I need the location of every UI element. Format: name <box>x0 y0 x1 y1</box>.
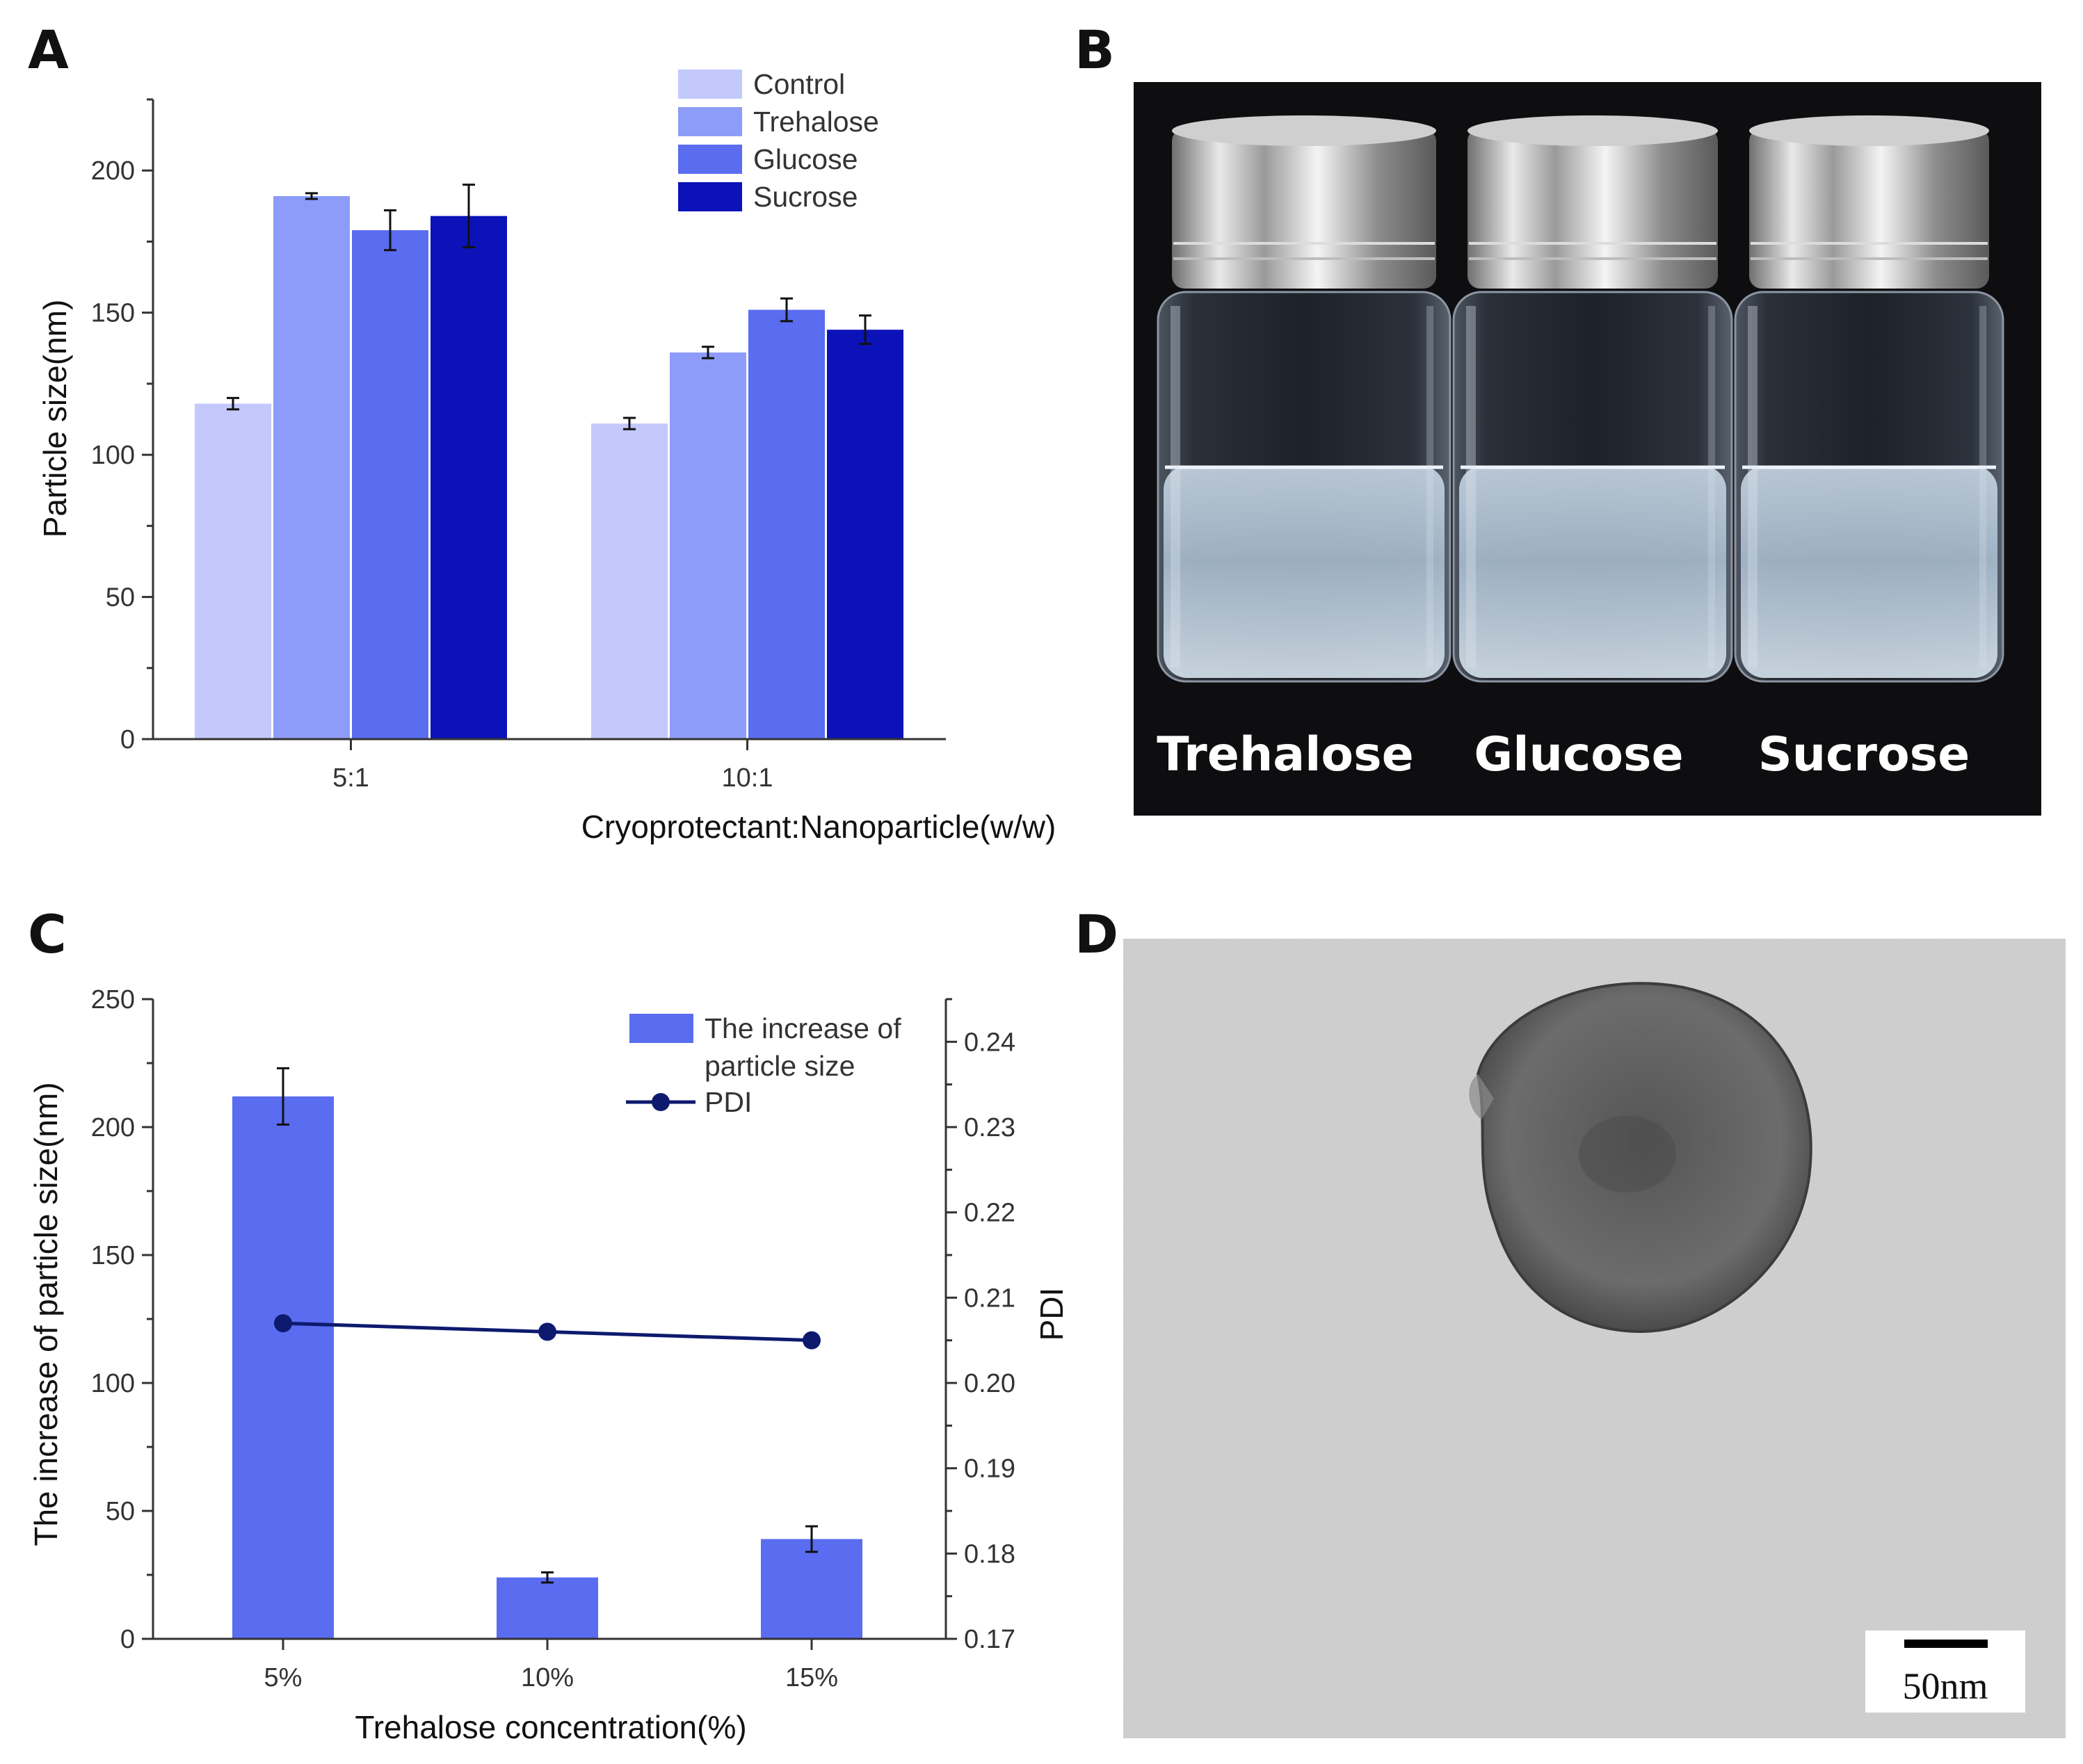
y-tick-label-100: 100 <box>91 441 135 470</box>
vials-photo: Trehalose Glucose Sucrose <box>1134 82 2041 816</box>
y-tick-label-150: 150 <box>91 299 135 328</box>
nanoparticle <box>1476 982 1812 1334</box>
y-tick-label-50: 50 <box>106 583 135 613</box>
vial-label-trehalose: Trehalose <box>1157 727 1413 782</box>
y2-tick-label-0.19: 0.19 <box>964 1455 1015 1484</box>
panel-letter-b: B <box>1075 19 1115 81</box>
bar-control-0 <box>195 403 271 739</box>
tem-image: 50nm <box>1123 939 2066 1738</box>
y2-tick-label-0.23: 0.23 <box>964 1113 1015 1142</box>
legend-swatch-control <box>678 70 742 99</box>
panel-d: D 50nm <box>1075 903 2066 1738</box>
bar-glucose-1 <box>748 309 825 740</box>
vial-liquid-0 <box>1164 466 1445 678</box>
bar-chart-particle-size: 5:1 10:1 0 50 100 150 200 Control Trehalose Gluco… <box>91 68 946 793</box>
legend-label-glucose: Glucose <box>753 143 858 175</box>
y-tick-label-c-50: 50 <box>106 1497 135 1526</box>
legend-swatch-pdi-marker <box>652 1093 670 1111</box>
legend-swatch-trehalose <box>678 107 742 136</box>
panel-b: B Trehalose Glucose Sucrose <box>1075 19 2041 816</box>
x-tick-label-c-2: 15% <box>785 1663 838 1692</box>
glass-highlight-1 <box>1466 306 1476 667</box>
vial-1: Glucose <box>1452 115 1733 782</box>
legend-label-trehalose: Trehalose <box>753 106 879 138</box>
vial-0: Trehalose <box>1157 115 1451 782</box>
glass-highlight-r-2 <box>1979 306 1986 667</box>
bar-sucrose-1 <box>827 330 903 739</box>
glass-highlight-2 <box>1748 306 1758 667</box>
bar-control-1 <box>591 423 668 739</box>
y2-tick-label-0.18: 0.18 <box>964 1539 1015 1569</box>
bar-sucrose-0 <box>431 216 507 740</box>
y-axis-title: Particle size(nm) <box>37 300 73 538</box>
cap-top-1 <box>1467 115 1718 146</box>
legend-label-control: Control <box>753 68 845 100</box>
nanoparticle-edge <box>1469 1074 1494 1119</box>
vial-cap-2 <box>1749 129 1989 289</box>
x-tick-label-c-1: 10% <box>521 1663 574 1692</box>
y2-tick-label-0.24: 0.24 <box>964 1028 1015 1057</box>
scale-bar-line <box>1904 1640 1988 1648</box>
y-axis-title-c: The increase of particle size(nm) <box>28 1082 64 1546</box>
bar-increase-0 <box>232 1096 334 1639</box>
panel-letter-d: D <box>1075 903 1118 965</box>
scale-bar-label: 50nm <box>1902 1665 1988 1707</box>
y2-tick-label-0.20: 0.20 <box>964 1369 1015 1398</box>
y-tick-label-c-100: 100 <box>91 1369 135 1398</box>
vial-liquid-1 <box>1459 466 1726 678</box>
legend-label-pdi: PDI <box>705 1086 752 1118</box>
y2-tick-label-0.17: 0.17 <box>964 1625 1015 1654</box>
vial-label-sucrose: Sucrose <box>1758 727 1970 782</box>
vials: Trehalose Glucose Sucrose <box>1157 115 2004 782</box>
pdi-point-2 <box>803 1331 821 1350</box>
x-axis-title-c: Trehalose concentration(%) <box>355 1709 746 1745</box>
y2-tick-label-0.22: 0.22 <box>964 1199 1015 1228</box>
vial-2: Sucrose <box>1734 115 2004 782</box>
y2-tick-label-0.21: 0.21 <box>964 1284 1015 1313</box>
legend-swatch-glucose <box>678 145 742 174</box>
glass-highlight-r-0 <box>1426 306 1433 667</box>
bar-glucose-0 <box>352 230 428 740</box>
pdi-point-1 <box>538 1322 556 1341</box>
bar-increase-2 <box>761 1539 862 1639</box>
pdi-point-0 <box>274 1314 292 1333</box>
glass-highlight-0 <box>1171 306 1180 667</box>
panel-letter-a: A <box>28 19 69 81</box>
x-tick-label-0: 5:1 <box>332 763 369 793</box>
cap-top-0 <box>1172 115 1436 146</box>
vial-cap-1 <box>1467 129 1718 289</box>
x-tick-label-c-0: 5% <box>264 1663 303 1692</box>
bar-increase-1 <box>497 1577 598 1639</box>
x-tick-label-1: 10:1 <box>722 763 773 793</box>
panel-letter-c: C <box>28 903 67 965</box>
y-tick-label-0: 0 <box>120 725 135 754</box>
y-tick-label-c-200: 200 <box>91 1113 135 1142</box>
legend-swatch-sucrose <box>678 182 742 211</box>
x-axis-title: Cryoprotectant:Nanoparticle(w/w) <box>581 809 1056 845</box>
legend-label-increase-line-1: particle size <box>705 1050 855 1082</box>
y-tick-label-c-150: 150 <box>91 1241 135 1270</box>
y2-axis-title-c: PDI <box>1034 1288 1070 1341</box>
bar-trehalose-1 <box>670 352 746 739</box>
legend-label-increase: The increase of particle size <box>705 1012 901 1082</box>
panel-c: C 5% 10% 15% 0 50 100 150 200 250 0.17 0.18 0.19 0.2… <box>28 903 1070 1745</box>
vial-label-glucose: Glucose <box>1474 727 1683 782</box>
panel-a: A 5:1 10:1 0 50 100 150 200 Control Trehalose Glu… <box>28 19 1056 845</box>
legend-swatch-increase <box>629 1014 693 1043</box>
y-tick-label-200: 200 <box>91 156 135 186</box>
y-tick-label-c-250: 250 <box>91 985 135 1014</box>
legend-label-increase-line-0: The increase of <box>705 1012 901 1044</box>
legend-label-sucrose: Sucrose <box>753 181 858 213</box>
vial-liquid-2 <box>1741 466 1997 678</box>
scale-bar: 50nm <box>1865 1631 2025 1713</box>
glass-highlight-r-1 <box>1708 306 1715 667</box>
cap-top-2 <box>1749 115 1989 146</box>
combo-chart-trehalose: 5% 10% 15% 0 50 100 150 200 250 0.17 0.18 0.19 0.20 0… <box>91 985 1015 1692</box>
y-tick-label-c-0: 0 <box>120 1625 135 1654</box>
particle-core <box>1579 1116 1676 1192</box>
vial-cap-0 <box>1172 129 1436 289</box>
bar-trehalose-0 <box>273 196 350 739</box>
